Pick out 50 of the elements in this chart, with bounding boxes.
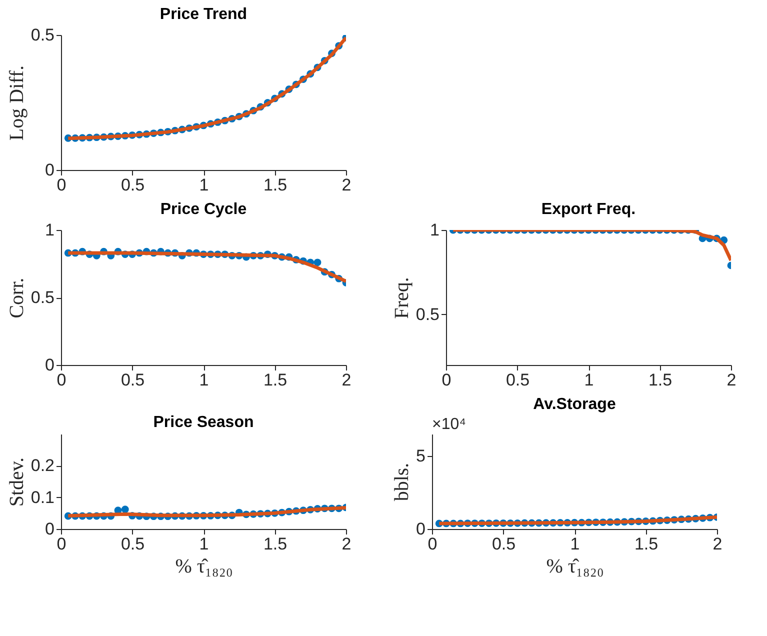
y-tick-label: 0 [45,160,54,180]
y-axis-title: bbls. [391,462,414,502]
x-tick-label: 0.5 [506,370,530,390]
x-tick-label: 1 [570,534,580,554]
x-tick-label: 0 [442,370,452,390]
x-axis-title: % τ̂₁₈₂₀ [175,556,233,578]
y-tick-label: 0 [45,356,54,374]
x-tick-label: 1 [199,176,209,194]
y-axis-title: Corr. [6,278,28,318]
y-tick-label: 0.5 [30,288,54,307]
y-axis-title: Stdev. [6,457,28,507]
y-tick-label: 0 [416,520,426,538]
x-tick-label: 1.5 [263,370,288,390]
x-tick-label: 0 [56,176,66,194]
x-tick-label: 2 [342,176,352,194]
point [121,506,129,514]
x-tick-label: 2 [342,534,352,554]
x-tick-label: 1.5 [648,370,672,390]
y-tick-label: 5 [416,446,426,466]
chart-title: Price Season [153,414,254,431]
y-tick-label: 0 [45,520,54,538]
y-tick-label: 0.1 [30,488,54,507]
y-tick-label: 1 [45,220,54,240]
x-tick-label: 0 [56,534,66,554]
x-tick-label: 0.5 [492,534,516,554]
y-tick-label: 0.2 [30,456,54,476]
x-tick-label: 2 [342,370,352,390]
chart-title: Av.Storage [533,396,616,413]
x-tick-label: 2 [712,534,722,554]
x-tick-label: 1 [199,370,209,390]
x-tick-label: 1.5 [634,534,658,554]
x-tick-label: 2 [726,370,736,390]
chart-title: Export Freq. [541,201,636,218]
chart-title: Price Cycle [160,201,247,218]
y-tick-label: 0.5 [30,26,54,44]
x-tick-label: 1 [584,370,594,390]
x-tick-label: 1.5 [263,534,288,554]
x-tick-label: 0.5 [120,176,145,194]
x-tick-label: 1 [199,534,209,554]
x-tick-label: 0 [56,370,66,390]
chart-title: Price Trend [160,6,248,23]
point [314,258,322,266]
x-tick-label: 0.5 [120,534,145,554]
x-tick-label: 1.5 [263,176,288,194]
y-axis-title: Log Diff. [6,65,28,141]
text: ×10⁴ [432,416,466,433]
y-axis-title: Freq. [390,277,413,319]
x-axis-title: % τ̂₁₈₂₀ [546,556,604,578]
y-tick-label: 0.5 [416,304,440,324]
x-tick-label: 0.5 [120,370,145,390]
